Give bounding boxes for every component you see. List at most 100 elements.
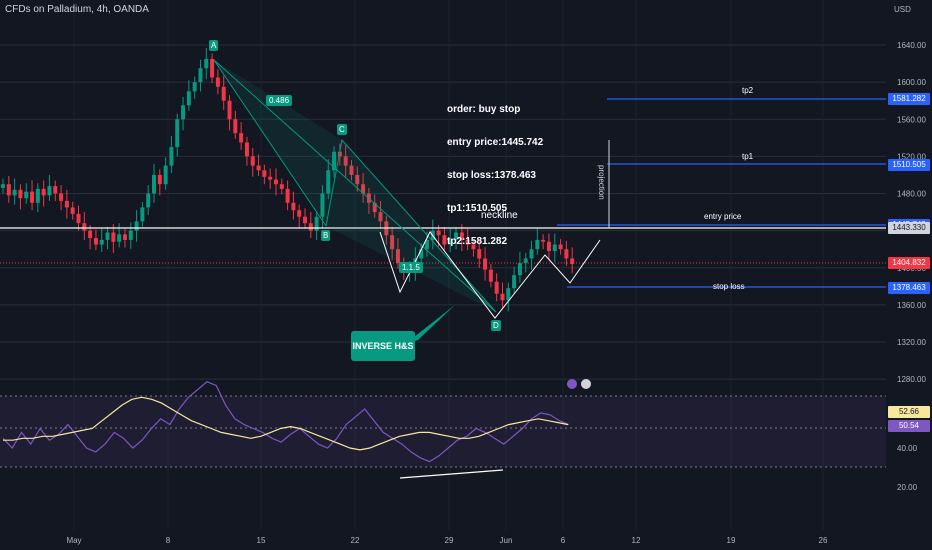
candle-body bbox=[18, 189, 23, 199]
abcd-pattern bbox=[213, 59, 497, 313]
event-icon-lightning bbox=[567, 379, 577, 389]
candle-body bbox=[378, 212, 383, 222]
candle-body bbox=[250, 156, 255, 166]
candle-body bbox=[541, 239, 546, 242]
rsi-ma-line bbox=[3, 396, 569, 451]
entry-label: entry price bbox=[704, 212, 742, 221]
neckline-label: neckline bbox=[481, 210, 518, 221]
candle-body bbox=[349, 165, 354, 175]
rsi-tick-label: 40.00 bbox=[897, 444, 918, 453]
candle-body bbox=[128, 230, 133, 240]
x-tick-label: 12 bbox=[632, 536, 641, 545]
x-tick-label: 19 bbox=[727, 536, 736, 545]
candle-body bbox=[517, 263, 522, 276]
candle-body bbox=[273, 179, 278, 185]
candle-body bbox=[488, 269, 493, 282]
candle-body bbox=[181, 105, 186, 120]
candle-body bbox=[361, 184, 366, 194]
inverse-hs-path bbox=[379, 231, 601, 319]
candle-body bbox=[186, 91, 191, 106]
candle-body bbox=[471, 244, 476, 250]
candle-body bbox=[424, 239, 429, 250]
candle-body bbox=[419, 249, 424, 259]
candle-body bbox=[163, 165, 168, 185]
candle-body bbox=[175, 119, 180, 148]
x-tick-label: 6 bbox=[561, 536, 566, 545]
tp2-label: tp2 bbox=[742, 86, 754, 95]
y-tick-label: 1560.00 bbox=[897, 115, 926, 124]
candle-body bbox=[30, 191, 35, 203]
y-tick-label: 1320.00 bbox=[897, 338, 926, 347]
candle-body bbox=[24, 191, 29, 199]
candle-body bbox=[477, 249, 482, 259]
candle-body bbox=[465, 239, 470, 245]
price-tag: 1404.832 bbox=[888, 257, 930, 270]
candle-body bbox=[262, 170, 267, 177]
candle-body bbox=[529, 249, 534, 259]
candle-body bbox=[239, 133, 244, 143]
candle-body bbox=[459, 232, 464, 240]
price-tag: 1378.463 bbox=[888, 281, 930, 294]
candle-body bbox=[215, 77, 220, 87]
candle-body bbox=[564, 249, 569, 259]
harmonic-fill-1 bbox=[214, 60, 342, 226]
candle-body bbox=[99, 239, 104, 245]
candle-body bbox=[279, 184, 284, 189]
candle-body bbox=[1, 184, 5, 188]
candle-body bbox=[268, 176, 273, 180]
candle-body bbox=[53, 186, 58, 194]
candle-body bbox=[204, 58, 209, 69]
candle-body bbox=[146, 193, 151, 208]
projection-label: projection bbox=[597, 165, 606, 200]
point-b-label: B bbox=[321, 230, 331, 241]
candle-body bbox=[82, 223, 87, 231]
candle-body bbox=[570, 258, 575, 265]
point-d-label: D bbox=[491, 320, 501, 331]
callout-pointer bbox=[405, 305, 455, 344]
order-line: tp1:1510.505 bbox=[447, 203, 508, 214]
y-tick-label: 1480.00 bbox=[897, 190, 926, 199]
candle-body bbox=[500, 293, 505, 301]
candle-body bbox=[227, 100, 232, 120]
candle-body bbox=[105, 232, 110, 240]
order-line: order: buy stop bbox=[447, 104, 521, 115]
rsi-plot bbox=[2, 381, 569, 463]
y-axis: 1640.001600.001560.001520.001480.001440.… bbox=[897, 41, 926, 492]
ratio-ab-label: 0.486 bbox=[266, 95, 293, 106]
candle-body bbox=[134, 221, 139, 231]
price-tag: 1443.330 bbox=[888, 221, 930, 234]
candle-body bbox=[12, 189, 17, 196]
candle-body bbox=[111, 232, 116, 242]
x-tick-label: 15 bbox=[257, 536, 266, 545]
candle-body bbox=[198, 68, 203, 83]
candle-body bbox=[303, 216, 308, 224]
candle-body bbox=[512, 275, 517, 289]
chart-grid bbox=[0, 0, 886, 530]
order-line: stop loss:1378.463 bbox=[447, 170, 536, 181]
candle-body bbox=[41, 188, 46, 196]
candle-body bbox=[93, 238, 98, 245]
candle-body bbox=[355, 174, 360, 185]
candle-body bbox=[558, 244, 563, 250]
rsi-tick-label: 20.00 bbox=[897, 483, 918, 492]
candle-body bbox=[35, 188, 40, 203]
candle-body bbox=[152, 174, 157, 194]
chart-title: CFDs on Palladium, 4h, OANDA bbox=[5, 4, 149, 15]
candle-body bbox=[47, 186, 52, 196]
candle-body bbox=[256, 165, 261, 171]
candle-body bbox=[221, 86, 226, 101]
point-c-label: C bbox=[337, 124, 347, 135]
price-tag: 1581.282 bbox=[888, 93, 930, 106]
candle-body bbox=[343, 156, 348, 166]
y-tick-label: 1600.00 bbox=[897, 78, 926, 87]
tp1-label: tp1 bbox=[742, 152, 754, 161]
stop-loss-label: stop loss bbox=[713, 282, 745, 291]
candle-body bbox=[308, 223, 313, 231]
candle-body bbox=[233, 119, 238, 134]
candle-body bbox=[192, 82, 197, 92]
x-tick-label: 29 bbox=[445, 536, 454, 545]
rsi-line bbox=[2, 381, 569, 463]
rsi-band bbox=[0, 396, 886, 467]
candle-body bbox=[59, 193, 64, 201]
